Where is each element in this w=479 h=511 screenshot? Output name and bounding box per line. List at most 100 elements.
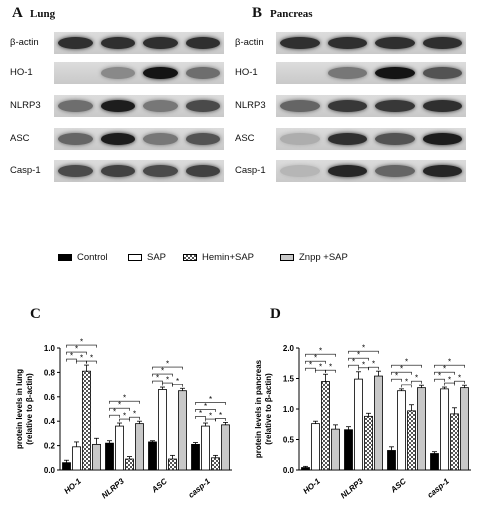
bar bbox=[364, 415, 373, 471]
lung-blot-strip bbox=[54, 95, 224, 117]
bar bbox=[201, 425, 210, 471]
significance-star: * bbox=[209, 395, 212, 404]
significance-star: * bbox=[362, 360, 365, 369]
pancreas-blot-band bbox=[422, 133, 462, 145]
significance-bracket bbox=[86, 360, 97, 364]
lung-blot-band bbox=[185, 100, 220, 112]
significance-star: * bbox=[357, 351, 360, 360]
pancreas-blot-band bbox=[280, 165, 320, 177]
legend-swatch-znpp-sap bbox=[280, 254, 294, 261]
significance-star: * bbox=[80, 338, 83, 347]
legend-item-control: Control bbox=[58, 252, 108, 263]
bar bbox=[374, 375, 383, 471]
significance-star: * bbox=[166, 360, 169, 369]
x-category-label: NLRP3 bbox=[339, 476, 365, 500]
significance-bracket bbox=[215, 418, 226, 421]
y-axis-label: protein levels in pancreas bbox=[254, 359, 263, 458]
significance-bracket bbox=[195, 416, 206, 419]
bar bbox=[191, 443, 200, 471]
significance-bracket bbox=[368, 366, 379, 370]
significance-bracket bbox=[152, 380, 163, 384]
y-tick-label: 0.0 bbox=[44, 466, 56, 475]
y-axis-label: (relative to β-actin) bbox=[264, 373, 273, 445]
lung-blot-strip bbox=[54, 160, 224, 182]
pancreas-blot-band bbox=[375, 67, 415, 79]
x-category-label: HO-1 bbox=[62, 476, 83, 496]
significance-bracket bbox=[119, 418, 130, 422]
significance-bracket bbox=[454, 380, 465, 384]
legend-item-znpp-sap: Znpp +SAP bbox=[280, 252, 348, 263]
bar bbox=[168, 458, 177, 471]
significance-star: * bbox=[176, 377, 179, 386]
bar bbox=[311, 423, 320, 471]
lung-blot-strip bbox=[54, 62, 224, 84]
bar bbox=[321, 381, 330, 471]
pancreas-blot-strip bbox=[276, 128, 466, 150]
pancreas-blot-band bbox=[327, 133, 367, 145]
significance-star: * bbox=[314, 354, 317, 363]
x-category-label: casp-1 bbox=[187, 476, 213, 500]
panel-a-title: Lung bbox=[30, 8, 56, 20]
bar bbox=[301, 467, 310, 471]
y-tick-label: 1.0 bbox=[44, 344, 56, 353]
significance-star: * bbox=[319, 363, 322, 372]
lung-blot-band bbox=[143, 67, 178, 79]
significance-bracket bbox=[348, 350, 379, 354]
significance-bracket bbox=[348, 357, 369, 361]
pancreas-blot-band bbox=[280, 133, 320, 145]
lung-blot-band bbox=[185, 165, 220, 177]
bar bbox=[430, 453, 439, 471]
legend-label-sap: SAP bbox=[147, 252, 167, 263]
pancreas-blot-strip bbox=[276, 160, 466, 182]
significance-bracket bbox=[305, 367, 316, 371]
x-category-label: HO-1 bbox=[301, 476, 322, 496]
pancreas-blot-band bbox=[422, 37, 462, 49]
significance-star: * bbox=[319, 347, 322, 356]
significance-bracket bbox=[434, 364, 465, 368]
lung-blot-label: β-actin bbox=[10, 37, 39, 48]
bar bbox=[221, 424, 230, 471]
y-tick-label: 2.0 bbox=[283, 344, 295, 353]
panel-d-letter: D bbox=[270, 306, 281, 322]
y-tick-label: 0.4 bbox=[44, 417, 56, 426]
pancreas-blot-band bbox=[280, 37, 320, 49]
legend-swatch-control bbox=[58, 254, 72, 261]
panel-a-letter: A bbox=[12, 5, 23, 21]
pancreas-protein-chart: 0.0 0.5 1.0 1.5 2.0 protein levels in pancrea… bbox=[254, 344, 471, 500]
significance-bracket bbox=[152, 366, 183, 370]
bar bbox=[407, 410, 416, 471]
significance-star: * bbox=[133, 410, 136, 419]
significance-star: * bbox=[405, 358, 408, 367]
significance-bracket bbox=[66, 344, 97, 348]
legend-label-znpp-sap: Znpp +SAP bbox=[299, 252, 348, 263]
significance-star: * bbox=[80, 354, 83, 363]
lung-blot-band bbox=[100, 37, 135, 49]
lung-blot-band bbox=[185, 133, 220, 145]
significance-bracket bbox=[434, 371, 455, 375]
significance-star: * bbox=[395, 372, 398, 381]
lung-blot-label: NLRP3 bbox=[10, 100, 41, 111]
bar bbox=[92, 443, 101, 471]
legend: Control SAP Hemin+SAP Znpp +SAP bbox=[58, 252, 478, 266]
significance-star: * bbox=[113, 408, 116, 417]
significance-bracket bbox=[129, 416, 140, 420]
significance-bracket bbox=[109, 400, 140, 404]
bar bbox=[354, 378, 363, 471]
lung-blot-label: HO-1 bbox=[10, 67, 33, 78]
y-tick-label: 0.8 bbox=[44, 368, 56, 377]
pancreas-blot-band bbox=[327, 37, 367, 49]
bar bbox=[331, 428, 340, 471]
lung-blot-band bbox=[143, 100, 178, 112]
y-axis-label: (relative to β-actin) bbox=[25, 373, 34, 445]
bar bbox=[125, 458, 134, 471]
lung-blot-band bbox=[58, 133, 93, 145]
legend-swatch-sap bbox=[128, 254, 142, 261]
y-axis-label: protein levels in lung bbox=[15, 369, 24, 449]
pancreas-blot-band bbox=[422, 67, 462, 79]
lung-blot-strip bbox=[54, 32, 224, 54]
significance-star: * bbox=[166, 376, 169, 385]
lung-blot-band bbox=[143, 165, 178, 177]
pancreas-blot-strip bbox=[276, 32, 466, 54]
bar bbox=[178, 390, 187, 471]
significance-star: * bbox=[329, 363, 332, 372]
